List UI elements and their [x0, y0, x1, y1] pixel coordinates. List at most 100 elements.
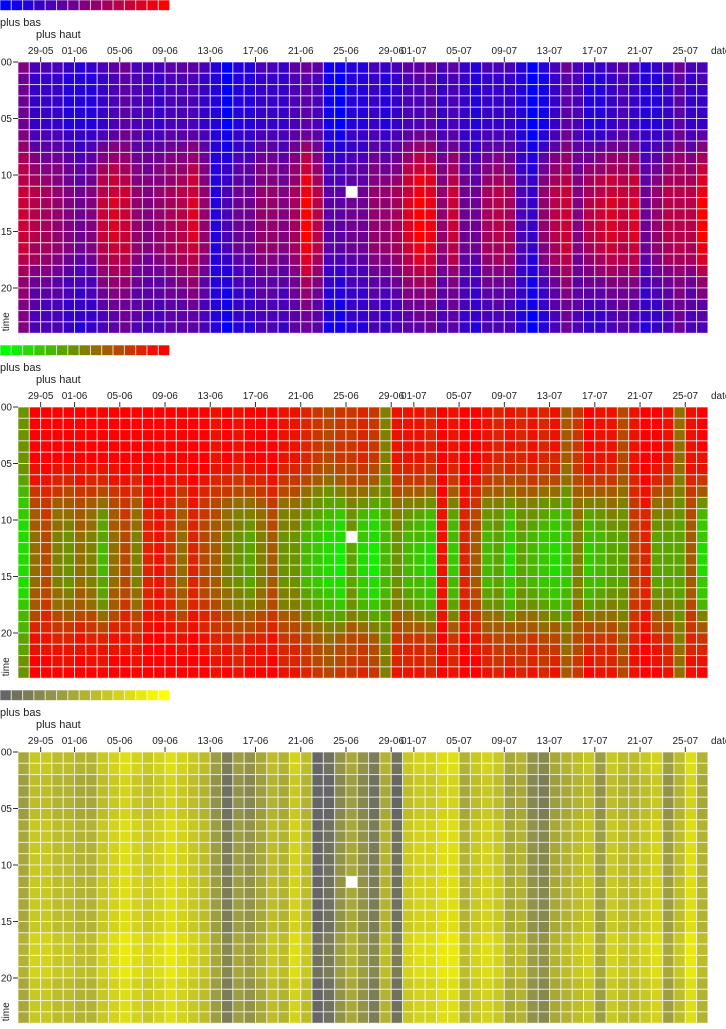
- heatmap-cell: [413, 287, 426, 300]
- heatmap-cell: [583, 429, 596, 442]
- heatmap-cell: [684, 762, 698, 776]
- heatmap-cell: [684, 321, 698, 334]
- heatmap-cell: [458, 1000, 471, 1013]
- heatmap-cell: [153, 406, 166, 419]
- heatmap-cell: [469, 887, 483, 900]
- y-tick-label: 10: [1, 171, 13, 182]
- heatmap-cell: [243, 519, 257, 532]
- heatmap-cell: [605, 264, 618, 278]
- heatmap-cell: [639, 61, 652, 74]
- heatmap-cell: [390, 853, 404, 866]
- heatmap-cell: [107, 508, 121, 521]
- heatmap-cell: [311, 508, 324, 521]
- heatmap-cell: [515, 287, 528, 300]
- heatmap-cell: [51, 440, 64, 453]
- x-tick-label: 25-06: [333, 46, 359, 57]
- heatmap-cell: [187, 129, 200, 142]
- heatmap-cell: [616, 519, 630, 532]
- heatmap-cell: [594, 932, 607, 945]
- heatmap-cell: [141, 819, 155, 832]
- heatmap-cell: [141, 474, 155, 487]
- heatmap-cell: [571, 898, 585, 911]
- heatmap-cell: [277, 118, 290, 131]
- heatmap-cell: [402, 321, 415, 334]
- heatmap-cell: [492, 208, 505, 221]
- heatmap-cell: [119, 321, 132, 334]
- heatmap-cell: [187, 95, 200, 108]
- heatmap-cell: [616, 106, 630, 119]
- heatmap-cell: [458, 655, 471, 668]
- heatmap-cell: [549, 95, 562, 108]
- heatmap-cell: [605, 655, 618, 668]
- heatmap-cell: [673, 808, 686, 821]
- heatmap-cell: [413, 276, 426, 289]
- heatmap-cell: [447, 808, 460, 821]
- heatmap-cell: [243, 406, 257, 419]
- heatmap-cell: [356, 508, 370, 521]
- heatmap-cell: [402, 909, 415, 923]
- heatmap-cell: [662, 61, 675, 74]
- heatmap-cell: [266, 785, 279, 798]
- heatmap-cell: [492, 853, 505, 866]
- heatmap-cell: [255, 61, 268, 74]
- heatmap-cell: [684, 417, 698, 431]
- heatmap-cell: [402, 163, 415, 176]
- heatmap-cell: [503, 841, 517, 855]
- heatmap-cell: [424, 819, 437, 832]
- heatmap-cell: [153, 474, 166, 487]
- heatmap-cell: [515, 197, 528, 210]
- heatmap-cell: [571, 977, 585, 990]
- heatmap-cell: [85, 977, 98, 990]
- heatmap-cell: [662, 875, 675, 889]
- heatmap-cell: [17, 276, 30, 289]
- heatmap-cell: [424, 921, 437, 934]
- heatmap-cell: [40, 310, 53, 323]
- heatmap-cell: [164, 988, 177, 1002]
- heatmap-cell: [232, 587, 245, 600]
- heatmap-cell: [424, 796, 437, 810]
- heatmap-cell: [164, 276, 177, 289]
- heatmap-cell: [515, 1000, 528, 1013]
- heatmap-cell: [300, 242, 313, 255]
- heatmap-cell: [447, 231, 460, 244]
- heatmap-cell: [130, 609, 143, 623]
- heatmap-cell: [85, 208, 98, 221]
- heatmap-cell: [322, 598, 336, 611]
- heatmap-cell: [153, 440, 166, 453]
- heatmap-cell: [368, 151, 381, 165]
- heatmap-cell: [628, 429, 641, 442]
- heatmap-cell: [119, 966, 132, 979]
- heatmap-cell: [51, 762, 64, 776]
- heatmap-cell: [628, 253, 641, 266]
- heatmap-cell: [594, 988, 607, 1002]
- heatmap-cell: [153, 542, 166, 555]
- heatmap-cell: [107, 417, 121, 431]
- heatmap-cell: [209, 830, 223, 843]
- heatmap-cell: [515, 417, 528, 431]
- heatmap-cell: [696, 242, 709, 255]
- heatmap-cell: [243, 310, 257, 323]
- heatmap-cell: [164, 485, 177, 498]
- heatmap-cell: [62, 264, 76, 278]
- heatmap-cell: [684, 909, 698, 923]
- legend-swatch: [10, 689, 24, 701]
- heatmap-cell: [696, 762, 709, 776]
- heatmap-cell: [141, 451, 155, 465]
- heatmap-cell: [107, 61, 121, 74]
- heatmap-cell: [28, 977, 42, 990]
- heatmap-cell: [175, 632, 189, 645]
- heatmap-cell: [662, 774, 675, 787]
- heatmap-cell: [492, 310, 505, 323]
- heatmap-cell: [413, 242, 426, 255]
- heatmap-cell: [594, 61, 607, 74]
- heatmap-cell: [28, 988, 42, 1002]
- heatmap-cell: [209, 140, 223, 153]
- heatmap-cell: [628, 943, 641, 956]
- heatmap-cell: [334, 853, 347, 866]
- heatmap-cell: [650, 542, 664, 555]
- heatmap-cell: [119, 219, 132, 232]
- heatmap-cell: [334, 463, 347, 476]
- heatmap-cell: [390, 576, 404, 589]
- heatmap-cell: [96, 474, 109, 487]
